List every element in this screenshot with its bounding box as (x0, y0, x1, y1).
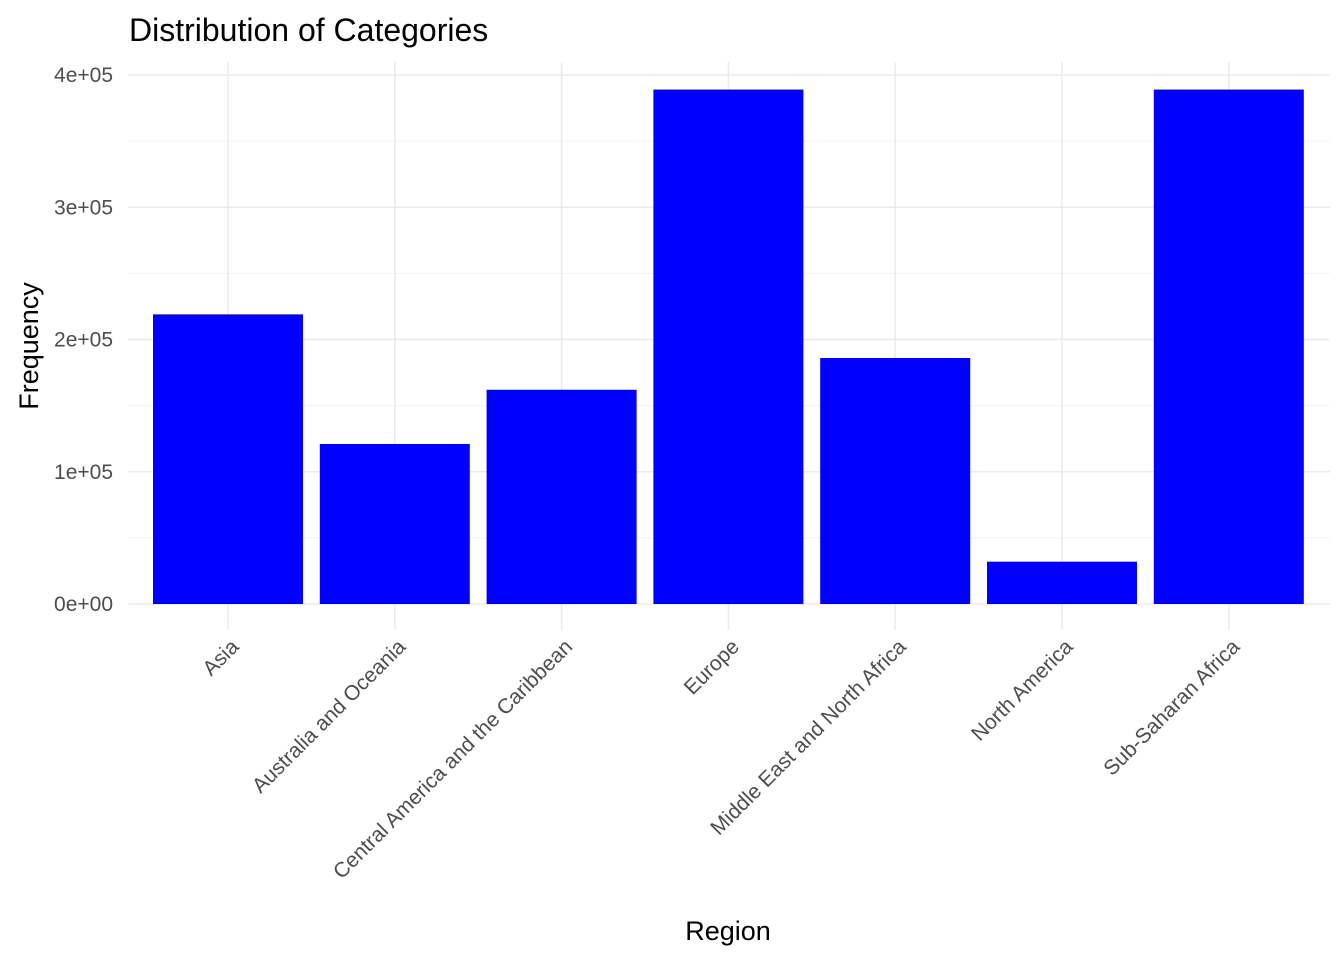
y-axis-title: Frequency (14, 282, 44, 410)
y-tick-label: 1e+05 (54, 461, 113, 484)
x-tick-label: Asia (198, 635, 243, 680)
x-axis-title: Region (685, 916, 771, 946)
bar (153, 314, 303, 604)
bars (153, 89, 1304, 605)
bar (486, 389, 637, 604)
bar (987, 561, 1137, 604)
y-axis-ticks: 0e+00 1e+05 2e+05 3e+05 4e+05 (54, 64, 113, 616)
y-tick-label: 3e+05 (54, 196, 113, 219)
chart-title: Distribution of Categories (129, 12, 488, 48)
x-tick-label: Middle East and North Africa (706, 635, 911, 840)
bar (820, 358, 971, 604)
bar (319, 443, 470, 604)
x-tick-label: Australia and Oceania (248, 635, 411, 798)
bar (1153, 89, 1304, 605)
bar (653, 89, 804, 605)
x-tick-label: Sub-Saharan Africa (1099, 635, 1244, 780)
x-tick-label: North America (967, 635, 1078, 746)
y-tick-label: 2e+05 (54, 329, 113, 352)
x-tick-label: Europe (680, 635, 744, 699)
y-tick-label: 4e+05 (54, 64, 113, 87)
y-tick-label: 0e+00 (54, 593, 113, 616)
